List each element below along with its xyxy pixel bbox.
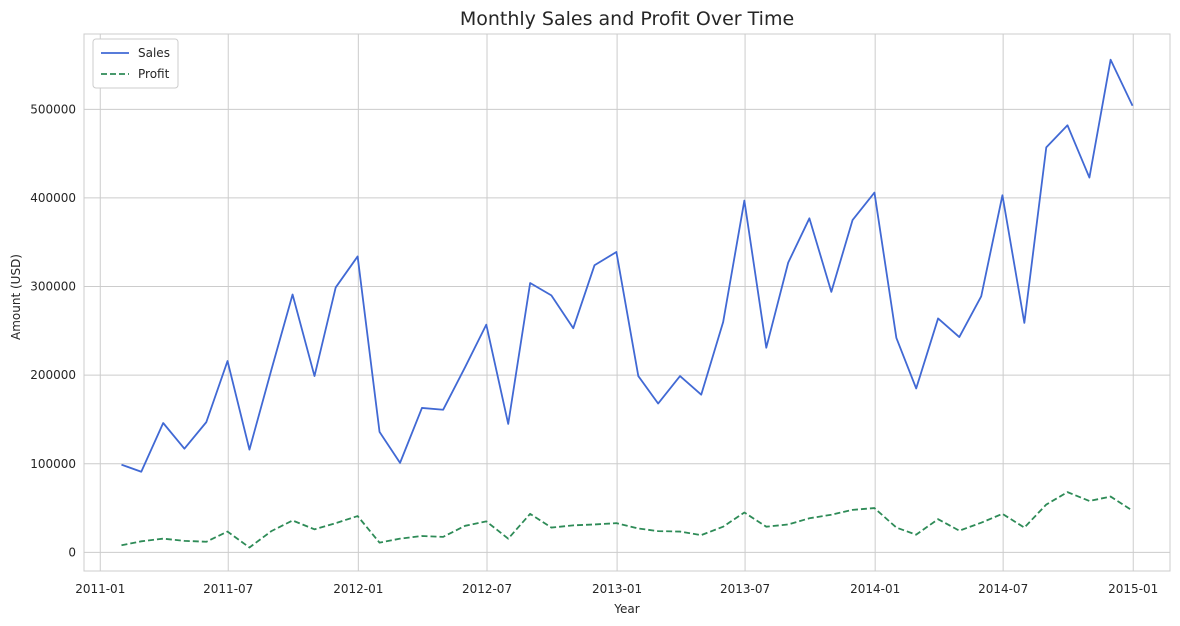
y-axis-label: Amount (USD) — [9, 254, 23, 340]
y-tick-label: 500000 — [30, 102, 76, 116]
y-tick-label: 300000 — [30, 280, 76, 294]
chart-title: Monthly Sales and Profit Over Time — [460, 8, 794, 30]
legend-box — [92, 38, 179, 89]
legend: Sales Profit — [92, 38, 179, 89]
y-tick-label: 0 — [68, 545, 76, 559]
x-tick-label: 2014-01 — [850, 582, 900, 596]
y-tick-labels: 0 100000 200000 300000 400000 500000 — [30, 102, 76, 559]
x-tick-label: 2012-01 — [333, 582, 383, 596]
x-tick-label: 2013-07 — [720, 582, 770, 596]
x-gridlines — [99, 34, 1134, 571]
x-tick-labels: 2011-01 2011-07 2012-01 2012-07 2013-01 2013-… — [75, 582, 1158, 596]
x-tick-label: 2011-07 — [203, 582, 253, 596]
series-line-profit — [121, 491, 1134, 549]
x-tick-label: 2013-01 — [592, 582, 642, 596]
series-line-sales — [121, 58, 1134, 473]
legend-label-sales: Sales — [138, 46, 170, 60]
x-tick-label: 2011-01 — [75, 582, 125, 596]
legend-label-profit: Profit — [138, 67, 170, 81]
y-tick-label: 400000 — [30, 191, 76, 205]
series-lines — [121, 58, 1134, 549]
x-axis-label: Year — [613, 602, 639, 616]
x-tick-label: 2015-01 — [1108, 582, 1158, 596]
x-tick-label: 2014-07 — [978, 582, 1028, 596]
y-tick-label: 100000 — [30, 457, 76, 471]
y-tick-label: 200000 — [30, 368, 76, 382]
y-gridlines — [84, 108, 1170, 553]
x-tick-label: 2012-07 — [462, 582, 512, 596]
plot-area — [83, 33, 1171, 572]
